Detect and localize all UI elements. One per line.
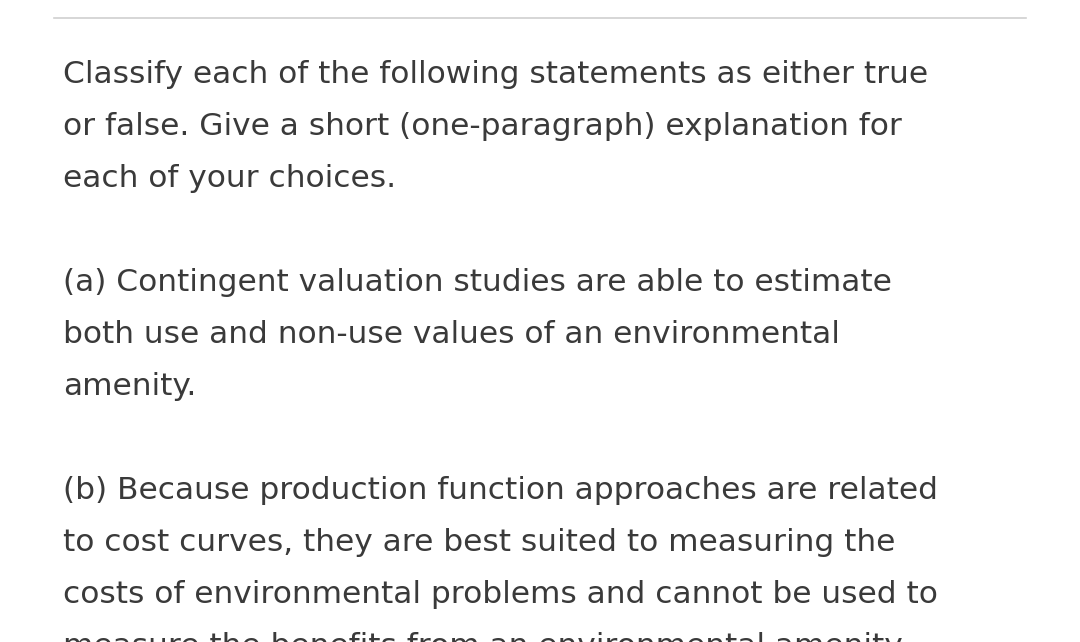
Text: (a) Contingent valuation studies are able to estimate: (a) Contingent valuation studies are abl… xyxy=(63,268,892,297)
Text: measure the benefits from an environmental amenity.: measure the benefits from an environment… xyxy=(63,632,908,642)
Text: to cost curves, they are best suited to measuring the: to cost curves, they are best suited to … xyxy=(63,528,895,557)
Text: Classify each of the following statements as either true: Classify each of the following statement… xyxy=(63,60,928,89)
Text: (b) Because production function approaches are related: (b) Because production function approach… xyxy=(63,476,939,505)
Text: both use and non-use values of an environmental: both use and non-use values of an enviro… xyxy=(63,320,840,349)
Text: costs of environmental problems and cannot be used to: costs of environmental problems and cann… xyxy=(63,580,937,609)
Text: amenity.: amenity. xyxy=(63,372,197,401)
Text: each of your choices.: each of your choices. xyxy=(63,164,396,193)
Text: or false. Give a short (one-paragraph) explanation for: or false. Give a short (one-paragraph) e… xyxy=(63,112,902,141)
